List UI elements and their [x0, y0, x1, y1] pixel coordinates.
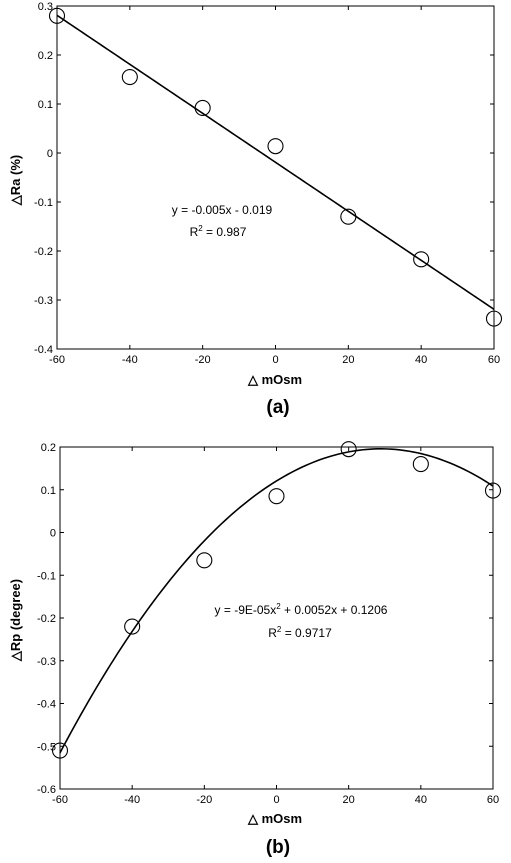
tick-marks-a [56, 5, 495, 350]
plot-frame-a [56, 5, 495, 350]
y-tick-label: -0.1 [37, 570, 56, 582]
fit-line-a [56, 14, 495, 310]
data-point [340, 441, 357, 458]
x-tick-label: 40 [415, 354, 427, 366]
x-tick-label: 20 [342, 354, 354, 366]
equation-a: y = -0.005x - 0.019 [172, 203, 273, 217]
r-squared-b: R2 = 0.9717 [268, 625, 332, 640]
chart-panel-b: -60 -40 -20 0 20 40 60 0.2 0.1 0 -0.1 -0.2 -0.3 -0.4 -… [8, 441, 502, 858]
y-tick-label: 0 [47, 148, 53, 160]
data-point [121, 69, 138, 86]
data-point [268, 488, 285, 505]
tick-labels-b: -60 -40 -20 0 20 40 60 0.2 0.1 0 -0.1 -0.2 -0.3 -0.4 -… [37, 442, 499, 806]
x-tick-label: -20 [196, 794, 212, 806]
data-point [196, 552, 213, 569]
y-tick-label: -0.3 [34, 295, 53, 307]
x-tick-label: -40 [124, 794, 140, 806]
x-axis-label-b: △ mOsm [247, 811, 302, 826]
data-point [484, 482, 502, 499]
chart-panel-a: -60 -40 -20 0 20 40 60 0.3 0.2 0.1 0 -0.1 -0.2 -0.3 -0… [8, 1, 503, 418]
x-tick-label: 20 [343, 794, 355, 806]
x-tick-label: -40 [122, 354, 138, 366]
y-tick-label: 0 [50, 528, 56, 540]
data-point [267, 138, 284, 155]
y-tick-label: 0.1 [41, 485, 56, 497]
x-tick-label: -60 [49, 354, 65, 366]
r-squared-a: R2 = 0.987 [190, 224, 247, 239]
x-axis-label-a: △ mOsm [247, 372, 302, 387]
y-tick-label: -0.2 [37, 613, 56, 625]
x-tick-label: 0 [272, 354, 278, 366]
data-point [413, 251, 430, 268]
x-tick-label: -20 [195, 354, 211, 366]
y-tick-label: -0.4 [37, 699, 56, 711]
y-tick-label: 0.2 [41, 442, 56, 454]
x-tick-label: 60 [487, 794, 499, 806]
data-point [485, 310, 503, 327]
data-point [340, 208, 357, 225]
fit-curve-b [59, 448, 494, 754]
y-tick-label: -0.1 [34, 197, 53, 209]
y-axis-label-b: △Rp (degree) [8, 579, 23, 662]
data-point [51, 742, 69, 759]
x-tick-label: 60 [488, 354, 500, 366]
y-tick-label: 0.1 [38, 99, 53, 111]
data-point [194, 99, 211, 116]
y-tick-label: 0.2 [38, 50, 53, 62]
y-tick-label: -0.5 [37, 741, 56, 753]
data-points-b [51, 441, 502, 759]
y-tick-label: 0.3 [38, 1, 53, 13]
y-tick-label: -0.2 [34, 246, 53, 258]
y-axis-label-a: △Ra (%) [8, 155, 23, 206]
data-point [124, 618, 141, 635]
panel-label-b: (b) [266, 837, 290, 858]
equation-b: y = -9E-05x2 + 0.0052x + 0.1206 [215, 602, 388, 617]
plot-frame-b [59, 446, 494, 790]
data-point [48, 7, 66, 24]
data-point [412, 456, 429, 473]
tick-labels-a: -60 -40 -20 0 20 40 60 0.3 0.2 0.1 0 -0.1 -0.2 -0.3 -0… [34, 1, 500, 366]
y-tick-label: -0.6 [37, 784, 56, 796]
x-tick-label: -60 [52, 794, 68, 806]
x-tick-label: 40 [415, 794, 427, 806]
panel-label-a: (a) [266, 397, 289, 418]
y-tick-label: -0.4 [34, 344, 53, 356]
x-tick-label: 0 [273, 794, 279, 806]
tick-marks-b [59, 446, 494, 790]
y-tick-label: -0.3 [37, 656, 56, 668]
data-points-a [48, 7, 503, 327]
